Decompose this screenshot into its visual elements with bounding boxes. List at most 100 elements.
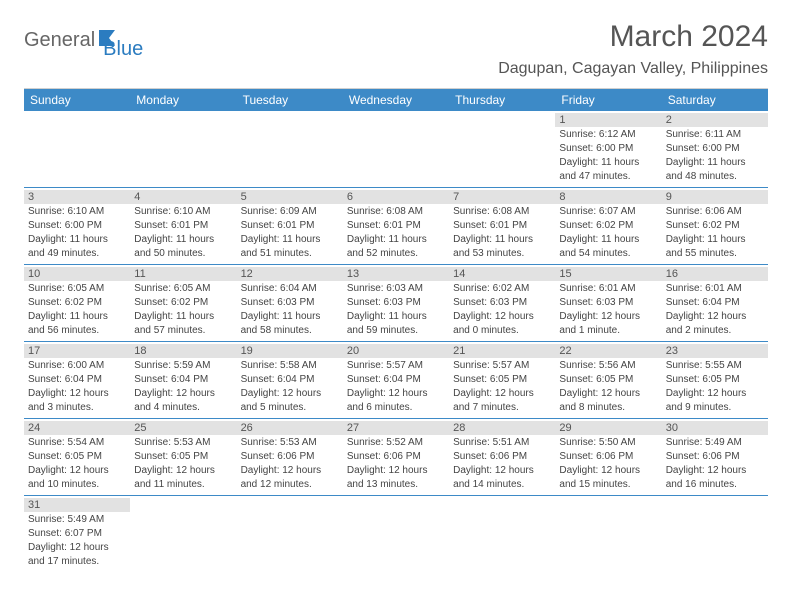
day-detail: Sunrise: 6:09 AM xyxy=(241,205,339,218)
day-detail: and 3 minutes. xyxy=(28,401,126,414)
day-detail: Sunset: 6:04 PM xyxy=(28,373,126,386)
day-detail: Sunset: 6:01 PM xyxy=(241,219,339,232)
day-detail: Daylight: 12 hours xyxy=(134,387,232,400)
day-detail: Sunset: 6:01 PM xyxy=(453,219,551,232)
day-number: 6 xyxy=(343,190,449,204)
day-detail: Sunrise: 5:53 AM xyxy=(241,436,339,449)
day-number: 5 xyxy=(237,190,343,204)
calendar-cell: 19Sunrise: 5:58 AMSunset: 6:04 PMDayligh… xyxy=(237,342,343,419)
day-detail: and 5 minutes. xyxy=(241,401,339,414)
calendar-cell: 28Sunrise: 5:51 AMSunset: 6:06 PMDayligh… xyxy=(449,419,555,496)
day-detail: Daylight: 11 hours xyxy=(28,310,126,323)
day-detail: Sunrise: 6:00 AM xyxy=(28,359,126,372)
day-number: 24 xyxy=(24,421,130,435)
calendar-cell: 22Sunrise: 5:56 AMSunset: 6:05 PMDayligh… xyxy=(555,342,661,419)
day-detail: Daylight: 11 hours xyxy=(666,233,764,246)
day-detail: and 17 minutes. xyxy=(28,555,126,568)
day-number: 17 xyxy=(24,344,130,358)
day-number: 14 xyxy=(449,267,555,281)
calendar-cell: 7Sunrise: 6:08 AMSunset: 6:01 PMDaylight… xyxy=(449,188,555,265)
calendar-cell xyxy=(237,111,343,188)
day-detail: Daylight: 12 hours xyxy=(241,464,339,477)
day-number: 7 xyxy=(449,190,555,204)
day-number: 4 xyxy=(130,190,236,204)
day-detail: and 48 minutes. xyxy=(666,170,764,183)
day-detail: and 11 minutes. xyxy=(134,478,232,491)
day-number: 8 xyxy=(555,190,661,204)
day-detail: Sunset: 6:06 PM xyxy=(347,450,445,463)
day-number: 15 xyxy=(555,267,661,281)
calendar-cell: 17Sunrise: 6:00 AMSunset: 6:04 PMDayligh… xyxy=(24,342,130,419)
day-detail: and 8 minutes. xyxy=(559,401,657,414)
day-detail: Sunset: 6:02 PM xyxy=(559,219,657,232)
day-detail: and 56 minutes. xyxy=(28,324,126,337)
day-detail: and 57 minutes. xyxy=(134,324,232,337)
day-detail: Sunrise: 6:07 AM xyxy=(559,205,657,218)
day-header: Sunday xyxy=(24,89,130,111)
day-detail: Sunrise: 6:05 AM xyxy=(134,282,232,295)
day-detail: Sunrise: 5:50 AM xyxy=(559,436,657,449)
day-detail: and 12 minutes. xyxy=(241,478,339,491)
day-detail: and 6 minutes. xyxy=(347,401,445,414)
page-title: March 2024 xyxy=(498,20,768,54)
calendar-cell xyxy=(130,496,236,572)
day-detail: Daylight: 12 hours xyxy=(453,310,551,323)
day-number: 11 xyxy=(130,267,236,281)
calendar-cell: 4Sunrise: 6:10 AMSunset: 6:01 PMDaylight… xyxy=(130,188,236,265)
day-detail: Daylight: 12 hours xyxy=(28,387,126,400)
calendar-cell xyxy=(662,496,768,572)
day-detail: Daylight: 11 hours xyxy=(347,233,445,246)
calendar-cell: 10Sunrise: 6:05 AMSunset: 6:02 PMDayligh… xyxy=(24,265,130,342)
logo: General Blue xyxy=(24,20,143,61)
day-detail: Sunrise: 5:53 AM xyxy=(134,436,232,449)
day-detail: Sunrise: 5:52 AM xyxy=(347,436,445,449)
calendar-cell: 27Sunrise: 5:52 AMSunset: 6:06 PMDayligh… xyxy=(343,419,449,496)
logo-text-general: General xyxy=(24,29,95,52)
day-detail: Sunrise: 5:51 AM xyxy=(453,436,551,449)
day-number: 3 xyxy=(24,190,130,204)
day-detail: Daylight: 12 hours xyxy=(28,464,126,477)
calendar-cell xyxy=(343,496,449,572)
day-header: Saturday xyxy=(662,89,768,111)
day-detail: Sunset: 6:06 PM xyxy=(559,450,657,463)
day-number: 23 xyxy=(662,344,768,358)
calendar-cell: 6Sunrise: 6:08 AMSunset: 6:01 PMDaylight… xyxy=(343,188,449,265)
day-detail: and 0 minutes. xyxy=(453,324,551,337)
calendar-cell: 14Sunrise: 6:02 AMSunset: 6:03 PMDayligh… xyxy=(449,265,555,342)
day-detail: and 53 minutes. xyxy=(453,247,551,260)
day-detail: and 51 minutes. xyxy=(241,247,339,260)
day-header: Tuesday xyxy=(237,89,343,111)
day-detail: and 4 minutes. xyxy=(134,401,232,414)
day-detail: Sunrise: 6:01 AM xyxy=(666,282,764,295)
day-detail: Sunset: 6:00 PM xyxy=(28,219,126,232)
day-detail: Daylight: 12 hours xyxy=(28,541,126,554)
calendar-cell xyxy=(343,111,449,188)
day-detail: Sunset: 6:06 PM xyxy=(453,450,551,463)
calendar-cell: 25Sunrise: 5:53 AMSunset: 6:05 PMDayligh… xyxy=(130,419,236,496)
day-number: 13 xyxy=(343,267,449,281)
day-detail: Sunset: 6:04 PM xyxy=(134,373,232,386)
day-header: Monday xyxy=(130,89,236,111)
day-detail: Daylight: 11 hours xyxy=(453,233,551,246)
day-detail: Daylight: 11 hours xyxy=(666,156,764,169)
day-detail: Sunset: 6:03 PM xyxy=(241,296,339,309)
calendar-cell xyxy=(449,496,555,572)
day-detail: Sunrise: 6:08 AM xyxy=(347,205,445,218)
day-number: 16 xyxy=(662,267,768,281)
day-detail: Sunrise: 5:57 AM xyxy=(453,359,551,372)
day-number: 18 xyxy=(130,344,236,358)
day-detail: Daylight: 12 hours xyxy=(134,464,232,477)
calendar-cell xyxy=(24,111,130,188)
day-number: 26 xyxy=(237,421,343,435)
day-number: 29 xyxy=(555,421,661,435)
day-detail: Sunrise: 6:02 AM xyxy=(453,282,551,295)
day-detail: Sunrise: 6:05 AM xyxy=(28,282,126,295)
calendar-cell: 9Sunrise: 6:06 AMSunset: 6:02 PMDaylight… xyxy=(662,188,768,265)
day-detail: and 49 minutes. xyxy=(28,247,126,260)
day-detail: Sunset: 6:03 PM xyxy=(347,296,445,309)
day-detail: and 58 minutes. xyxy=(241,324,339,337)
day-detail: Sunset: 6:00 PM xyxy=(666,142,764,155)
day-detail: Sunset: 6:06 PM xyxy=(241,450,339,463)
day-detail: Sunset: 6:05 PM xyxy=(28,450,126,463)
day-header: Friday xyxy=(555,89,661,111)
